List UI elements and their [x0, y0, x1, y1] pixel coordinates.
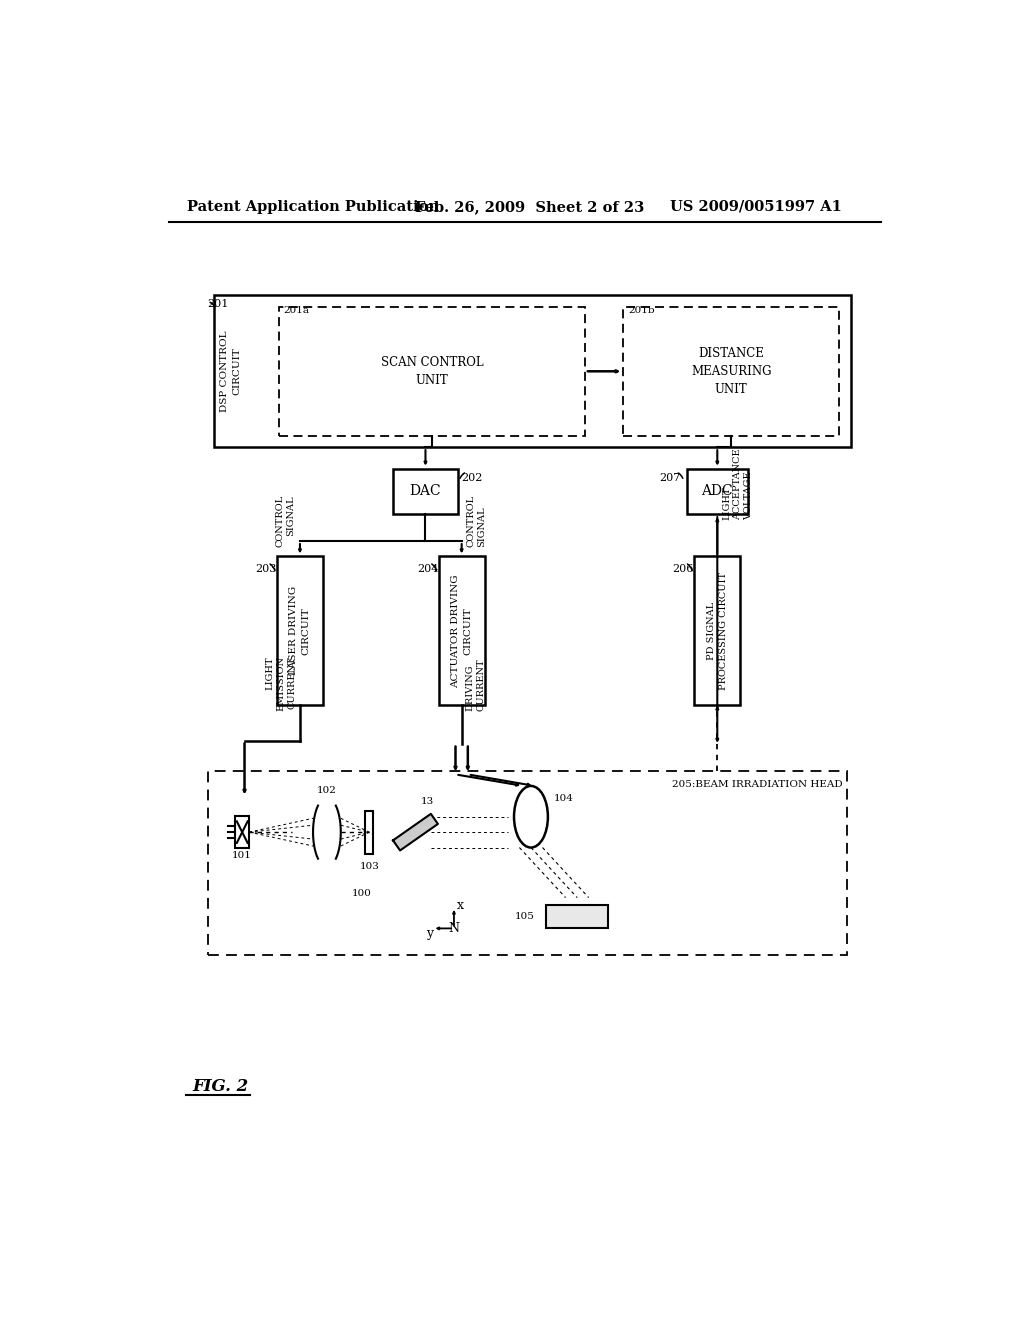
Text: y: y — [426, 927, 433, 940]
Bar — [214, 296, 851, 447]
Text: 204: 204 — [417, 564, 438, 574]
Text: 101: 101 — [232, 851, 252, 859]
Text: FIG. 2: FIG. 2 — [193, 1077, 249, 1094]
Bar — [276, 557, 323, 705]
Text: ACTUATOR DRIVING
CIRCUIT: ACTUATOR DRIVING CIRCUIT — [451, 574, 472, 688]
Text: LIGHT
EMISSION
CURRENT: LIGHT EMISSION CURRENT — [265, 656, 296, 711]
Bar — [624, 308, 839, 436]
Bar — [208, 771, 847, 956]
Text: US 2009/0051997 A1: US 2009/0051997 A1 — [670, 199, 842, 214]
Bar — [393, 469, 458, 515]
Text: 206: 206 — [673, 564, 694, 574]
Text: 201a: 201a — [284, 306, 310, 315]
Text: x: x — [457, 899, 464, 912]
Text: CONTROL
SIGNAL: CONTROL SIGNAL — [275, 495, 295, 548]
Text: N: N — [449, 921, 460, 935]
Text: 202: 202 — [462, 473, 483, 483]
Bar — [366, 810, 373, 854]
Bar — [438, 557, 484, 705]
Text: Feb. 26, 2009  Sheet 2 of 23: Feb. 26, 2009 Sheet 2 of 23 — [416, 199, 645, 214]
Text: Patent Application Publication: Patent Application Publication — [186, 199, 438, 214]
Text: 103: 103 — [359, 862, 379, 871]
Text: CONTROL
SIGNAL: CONTROL SIGNAL — [466, 495, 486, 548]
Text: DAC: DAC — [410, 484, 441, 499]
Text: 207: 207 — [659, 473, 681, 483]
Bar — [236, 816, 249, 849]
Text: DSP CONTROL
CIRCUIT: DSP CONTROL CIRCUIT — [220, 330, 242, 412]
Text: DISTANCE
MEASURING
UNIT: DISTANCE MEASURING UNIT — [691, 347, 771, 396]
Text: DRIVING
CURRENT: DRIVING CURRENT — [466, 659, 485, 711]
Text: 102: 102 — [317, 785, 337, 795]
Text: 104: 104 — [554, 793, 573, 803]
Text: 201b: 201b — [628, 306, 654, 315]
Text: 100: 100 — [351, 888, 372, 898]
Polygon shape — [393, 814, 438, 850]
Text: 205:BEAM IRRADIATION HEAD: 205:BEAM IRRADIATION HEAD — [672, 780, 843, 789]
Bar — [547, 906, 608, 928]
Text: ADC: ADC — [701, 484, 733, 499]
Text: SCAN CONTROL
UNIT: SCAN CONTROL UNIT — [381, 356, 483, 387]
Text: LASER DRIVING
CIRCUIT: LASER DRIVING CIRCUIT — [289, 586, 310, 676]
Text: PD SIGNAL
PROCESSING CIRCUIT: PD SIGNAL PROCESSING CIRCUIT — [707, 572, 728, 690]
Text: 201: 201 — [208, 300, 229, 309]
Text: LIGHT
ACCEPTANCE
VOLTAGE: LIGHT ACCEPTANCE VOLTAGE — [722, 449, 753, 520]
Bar — [280, 308, 585, 436]
Text: 13: 13 — [421, 797, 433, 807]
Bar — [686, 469, 749, 515]
Bar — [694, 557, 740, 705]
Text: 203: 203 — [255, 564, 276, 574]
Text: 105: 105 — [515, 912, 535, 921]
